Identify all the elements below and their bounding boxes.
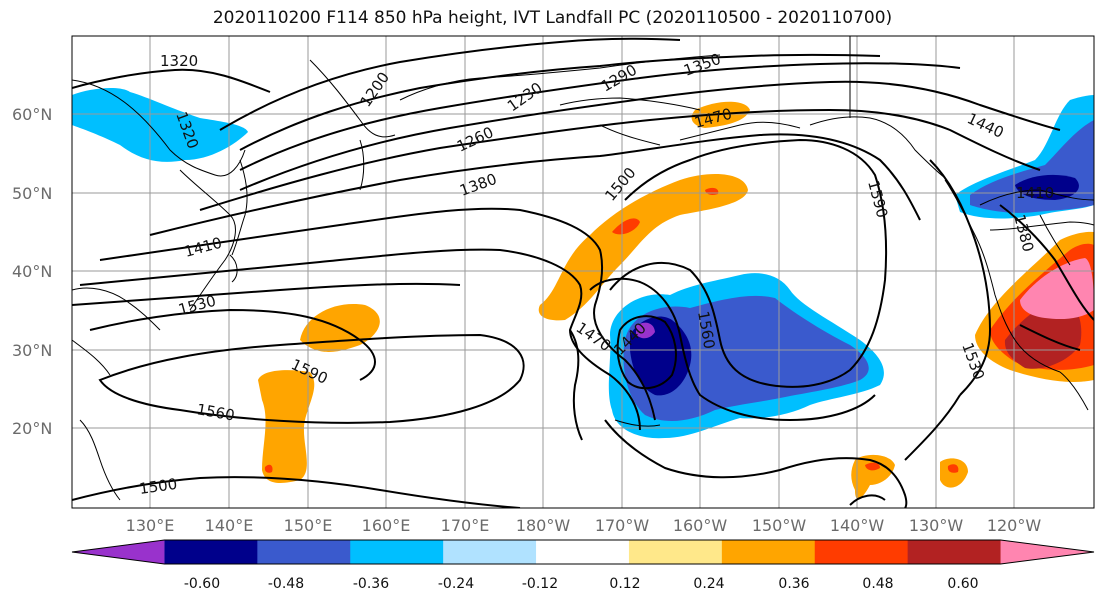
lon-label: 150°E [284, 516, 333, 535]
height-contours [72, 37, 1094, 508]
lon-label: 170°W [595, 516, 650, 535]
lon-label: 120°W [987, 516, 1042, 535]
colorbar-box [628, 540, 723, 564]
colorbar-tick-label: 0.24 [693, 576, 724, 592]
lon-label: 150°W [752, 516, 807, 535]
colorbar-box [443, 540, 537, 564]
lat-label: 60°N [12, 105, 52, 124]
colorbar-tick-label: -0.48 [268, 576, 304, 592]
colorbar-ticks: -0.60 -0.48 -0.36 -0.24 -0.12 0.12 0.24 … [184, 576, 979, 592]
colorbar-outline [71, 539, 1095, 565]
colorbar-box [814, 540, 909, 564]
lon-label: 140°E [205, 516, 254, 535]
colorbar-box [536, 540, 630, 564]
colorbar-extend-low [72, 540, 165, 564]
colorbar-box [721, 540, 816, 564]
colorbar-tick-label: 0.12 [609, 576, 640, 592]
colorbar-tick-label: -0.60 [184, 576, 220, 592]
colorbar-box [164, 540, 258, 564]
colorbar-tick-label: -0.36 [353, 576, 389, 592]
colorbar-tick-label: -0.12 [522, 576, 558, 592]
colorbar-tick-label: 0.48 [862, 576, 893, 592]
ivt-negative-shading [72, 88, 1094, 439]
colorbar-box [350, 540, 444, 564]
latitude-labels: 60°N 50°N 40°N 30°N 20°N [12, 105, 52, 438]
lon-label: 180°W [516, 516, 571, 535]
lon-label: 140°W [830, 516, 885, 535]
contour-label: 1320 [160, 52, 198, 70]
longitude-labels: 130°E 140°E 150°E 160°E 170°E 180°W 170°… [126, 516, 1042, 535]
contour-label: 1500 [138, 475, 178, 498]
colorbar-tick-label: 0.60 [947, 576, 978, 592]
lon-label: 130°E [126, 516, 175, 535]
lat-label: 40°N [12, 262, 52, 281]
lon-label: 130°W [909, 516, 964, 535]
lon-label: 160°E [362, 516, 411, 535]
colorbar-tick-label: -0.24 [438, 576, 474, 592]
lat-label: 30°N [12, 341, 52, 360]
colorbar-box [907, 540, 1002, 564]
map-title: 2020110200 F114 850 hPa height, IVT Land… [212, 8, 893, 28]
lon-label: 170°E [441, 516, 490, 535]
contour-label: 1410 [1016, 184, 1054, 202]
lat-label: 50°N [12, 184, 52, 203]
colorbar-boxes [71, 539, 1095, 565]
lat-label: 20°N [12, 419, 52, 438]
colorbar-extend-high [1000, 540, 1094, 564]
map-frame [71, 35, 1095, 509]
lon-label: 160°W [673, 516, 728, 535]
colorbar-tick-label: 0.36 [778, 576, 809, 592]
colorbar-box [257, 540, 351, 564]
